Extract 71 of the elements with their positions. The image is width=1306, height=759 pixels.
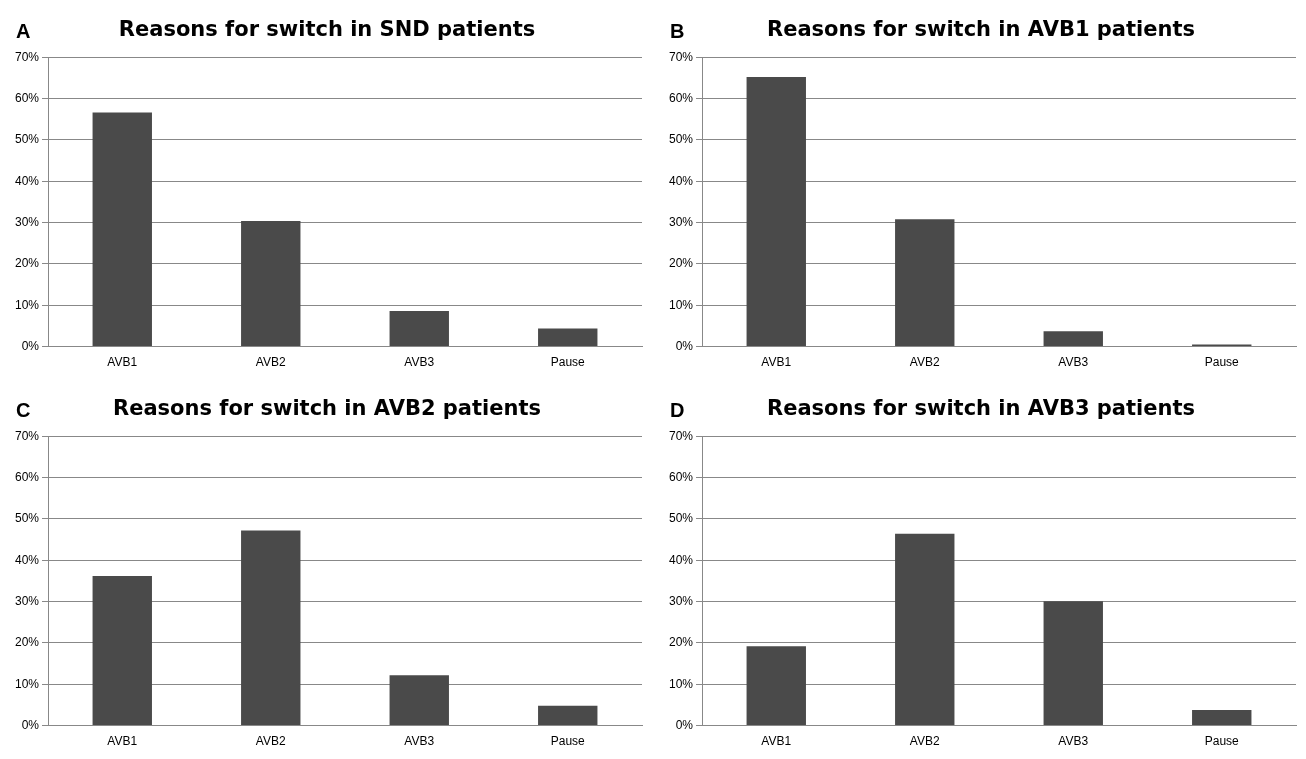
bar [92, 112, 152, 347]
x-tick-label: AVB1 [761, 734, 792, 749]
chart-title: Reasons for switch in AVB1 patients [767, 17, 1195, 42]
y-tick-label: 10% [14, 297, 40, 312]
y-tick-label: 30% [14, 593, 40, 608]
chart-title: Reasons for switch in AVB3 patients [767, 396, 1195, 421]
y-tick-label: 50% [668, 511, 694, 526]
x-tick-label: AVB2 [909, 734, 940, 749]
x-tick-label: AVB2 [255, 734, 286, 749]
y-tick-label: 30% [668, 593, 694, 608]
x-tick-label: AVB3 [1058, 355, 1089, 370]
y-tick-label: 70% [668, 428, 694, 443]
y-tick-label: 20% [668, 256, 694, 271]
x-tick-label: AVB1 [107, 734, 138, 749]
bar [538, 328, 598, 347]
y-tick-label: 20% [14, 635, 40, 650]
text: B [670, 19, 685, 42]
y-tick-label: 60% [668, 469, 694, 484]
y-tick-label: 40% [668, 552, 694, 567]
bar [538, 705, 598, 726]
bar [389, 311, 449, 347]
y-tick-label: 70% [668, 49, 694, 64]
y-tick-label: 60% [14, 469, 40, 484]
bar [1043, 601, 1103, 726]
x-tick-label: AVB1 [761, 355, 792, 370]
x-tick-label: Pause [1204, 734, 1240, 749]
y-tick-label: 40% [14, 173, 40, 188]
bar [389, 675, 449, 726]
y-tick-label: 30% [14, 214, 40, 229]
x-tick-label: AVB3 [404, 734, 435, 749]
bar [746, 646, 806, 726]
y-tick-label: 70% [14, 428, 40, 443]
x-tick-label: AVB1 [107, 355, 138, 370]
bar [895, 219, 955, 347]
bar [241, 530, 301, 726]
y-tick-label: 50% [668, 132, 694, 147]
y-tick-label: 0% [675, 338, 694, 353]
x-tick-label: AVB3 [404, 355, 435, 370]
x-tick-label: Pause [550, 734, 586, 749]
y-tick-label: 10% [668, 676, 694, 691]
bar [241, 220, 301, 347]
x-tick-label: Pause [1204, 355, 1240, 370]
y-tick-label: 30% [668, 214, 694, 229]
text: C [16, 398, 31, 421]
text: D [670, 398, 685, 421]
chart-title: Reasons for switch in SND patients [118, 17, 536, 42]
x-tick-label: AVB2 [255, 355, 286, 370]
x-tick-label: AVB3 [1058, 734, 1089, 749]
y-tick-label: 60% [14, 90, 40, 105]
y-tick-label: 60% [668, 90, 694, 105]
chart-title: Reasons for switch in AVB2 patients [113, 396, 541, 421]
y-tick-label: 0% [21, 338, 40, 353]
x-tick-label: AVB2 [909, 355, 940, 370]
bar [1192, 709, 1252, 726]
y-tick-label: 40% [14, 552, 40, 567]
y-tick-label: 50% [14, 511, 40, 526]
y-tick-label: 0% [21, 717, 40, 732]
x-tick-label: Pause [550, 355, 586, 370]
y-tick-label: 20% [668, 635, 694, 650]
y-tick-label: 50% [14, 132, 40, 147]
y-tick-label: 10% [14, 676, 40, 691]
y-tick-label: 70% [14, 49, 40, 64]
bar [746, 77, 806, 347]
bar [895, 533, 955, 726]
y-tick-label: 40% [668, 173, 694, 188]
y-tick-label: 20% [14, 256, 40, 271]
bar [92, 575, 152, 726]
y-tick-label: 0% [675, 717, 694, 732]
text: A [16, 19, 31, 42]
y-tick-label: 10% [668, 297, 694, 312]
bar [1043, 331, 1103, 347]
